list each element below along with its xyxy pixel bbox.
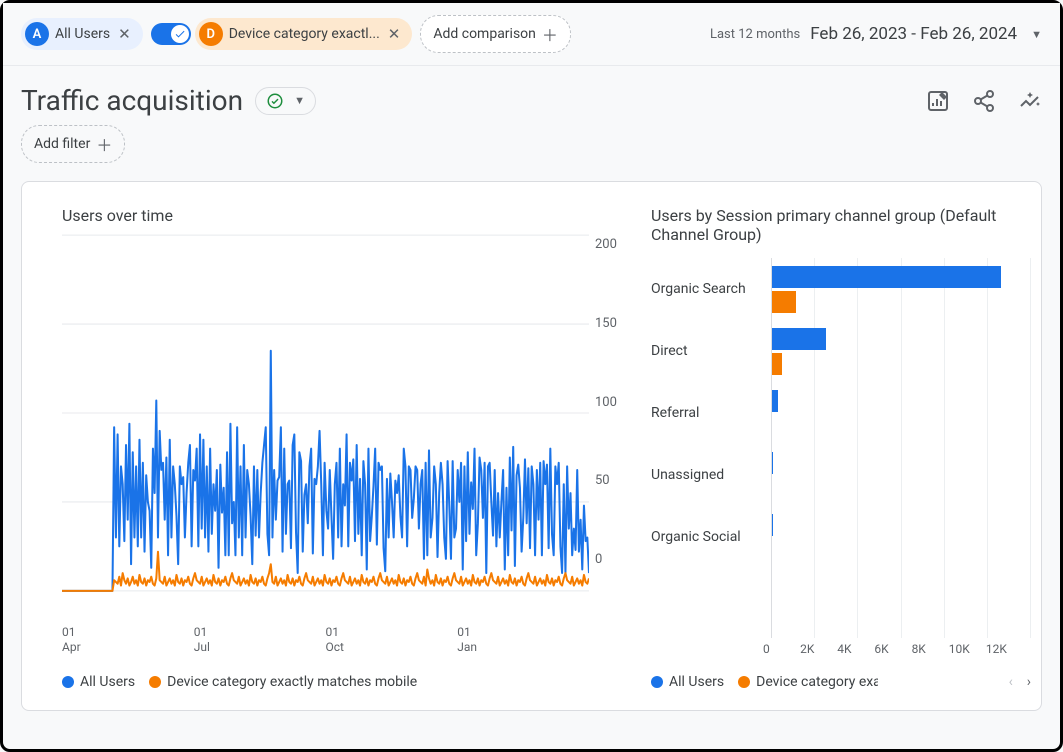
bar-category: Organic Search bbox=[651, 258, 771, 320]
segment-toggle[interactable] bbox=[151, 23, 191, 45]
y-axis-labels: 200150100500 bbox=[589, 233, 631, 593]
insights-icon[interactable] bbox=[1018, 89, 1042, 113]
line-chart bbox=[62, 233, 589, 593]
bar-segment bbox=[772, 266, 1001, 288]
bar-category: Unassigned bbox=[651, 444, 771, 506]
legend-dot bbox=[62, 676, 74, 688]
bar-category: Direct bbox=[651, 320, 771, 382]
bar-segment bbox=[772, 514, 773, 536]
legend-label: All Users bbox=[80, 674, 135, 690]
chip-badge-a: A bbox=[25, 22, 49, 46]
chip-badge-d: D bbox=[199, 22, 223, 46]
share-icon[interactable] bbox=[972, 89, 996, 113]
chart-pager: ‹ › bbox=[1009, 674, 1031, 690]
date-range-value: Feb 26, 2023 - Feb 26, 2024 bbox=[810, 24, 1017, 44]
bar-row bbox=[772, 258, 1031, 320]
bar-segment bbox=[772, 353, 782, 375]
bar-row bbox=[772, 506, 1031, 568]
close-icon[interactable]: ✕ bbox=[116, 25, 133, 43]
bar-chart-area bbox=[771, 258, 1031, 638]
bar-segment bbox=[772, 452, 773, 474]
bar-row bbox=[772, 320, 1031, 382]
chart-title: Users by Session primary channel group (… bbox=[651, 206, 1031, 250]
chart-legend: All Users Device category exactly matche… bbox=[62, 674, 631, 690]
page-title: Traffic acquisition bbox=[21, 84, 243, 117]
bar-row bbox=[772, 444, 1031, 506]
chart-title: Users over time bbox=[62, 206, 631, 225]
legend-label: Device category exa bbox=[756, 674, 878, 690]
segment-chip-device[interactable]: D Device category exactl... ✕ bbox=[195, 18, 413, 50]
legend-item: Device category exactly matches mobile bbox=[149, 674, 417, 690]
legend-item: Device category exa bbox=[738, 674, 878, 690]
bar-chart-panel: Users by Session primary channel group (… bbox=[651, 206, 1031, 690]
date-range-picker[interactable]: Last 12 months Feb 26, 2023 - Feb 26, 20… bbox=[710, 24, 1042, 44]
chevron-down-icon: ▼ bbox=[1031, 28, 1042, 41]
x-axis-labels: 01Apr01Jul01Oct01Jan bbox=[62, 625, 631, 656]
legend-item: All Users bbox=[651, 674, 724, 690]
legend-dot bbox=[738, 676, 750, 688]
legend-item: All Users bbox=[62, 674, 135, 690]
toggle-knob bbox=[171, 25, 189, 43]
legend-dot bbox=[149, 676, 161, 688]
plus-icon: ＋ bbox=[542, 22, 558, 46]
add-filter-button[interactable]: Add filter ＋ bbox=[21, 125, 125, 163]
bar-category-labels: Organic SearchDirectReferralUnassignedOr… bbox=[651, 258, 771, 638]
bar-segment bbox=[772, 291, 796, 313]
segment-chip-all-users[interactable]: A All Users ✕ bbox=[21, 18, 143, 50]
chip-label: All Users bbox=[55, 26, 110, 42]
close-icon[interactable]: ✕ bbox=[386, 25, 403, 43]
chip-label: Device category exactl... bbox=[229, 26, 380, 42]
status-chip[interactable]: ▼ bbox=[255, 87, 316, 115]
legend-label: All Users bbox=[669, 674, 724, 690]
date-preset-label: Last 12 months bbox=[710, 27, 800, 42]
bar-x-axis-labels: 02K4K6K8K10K12K bbox=[651, 642, 1031, 656]
add-comparison-label: Add comparison bbox=[433, 26, 536, 42]
bar-row bbox=[772, 382, 1031, 444]
legend-dot bbox=[651, 676, 663, 688]
check-icon bbox=[174, 28, 186, 40]
line-chart-panel: Users over time 200150100500 01Apr01Jul0… bbox=[62, 206, 631, 690]
bar-segment bbox=[772, 390, 778, 412]
add-filter-label: Add filter bbox=[34, 136, 90, 152]
report-card: Users over time 200150100500 01Apr01Jul0… bbox=[21, 181, 1042, 711]
add-comparison-button[interactable]: Add comparison ＋ bbox=[420, 15, 571, 53]
bar-segment bbox=[772, 328, 826, 350]
check-circle-icon bbox=[266, 92, 284, 110]
chevron-right-icon[interactable]: › bbox=[1027, 674, 1031, 690]
bar-category: Referral bbox=[651, 382, 771, 444]
bar-category: Organic Social bbox=[651, 506, 771, 568]
legend-label: Device category exactly matches mobile bbox=[167, 674, 417, 690]
chart-legend: All Users Device category exa ‹ › bbox=[651, 674, 1031, 690]
customize-report-icon[interactable] bbox=[926, 89, 950, 113]
plus-icon: ＋ bbox=[96, 132, 112, 156]
chevron-down-icon: ▼ bbox=[294, 94, 305, 107]
chevron-left-icon[interactable]: ‹ bbox=[1009, 674, 1013, 690]
